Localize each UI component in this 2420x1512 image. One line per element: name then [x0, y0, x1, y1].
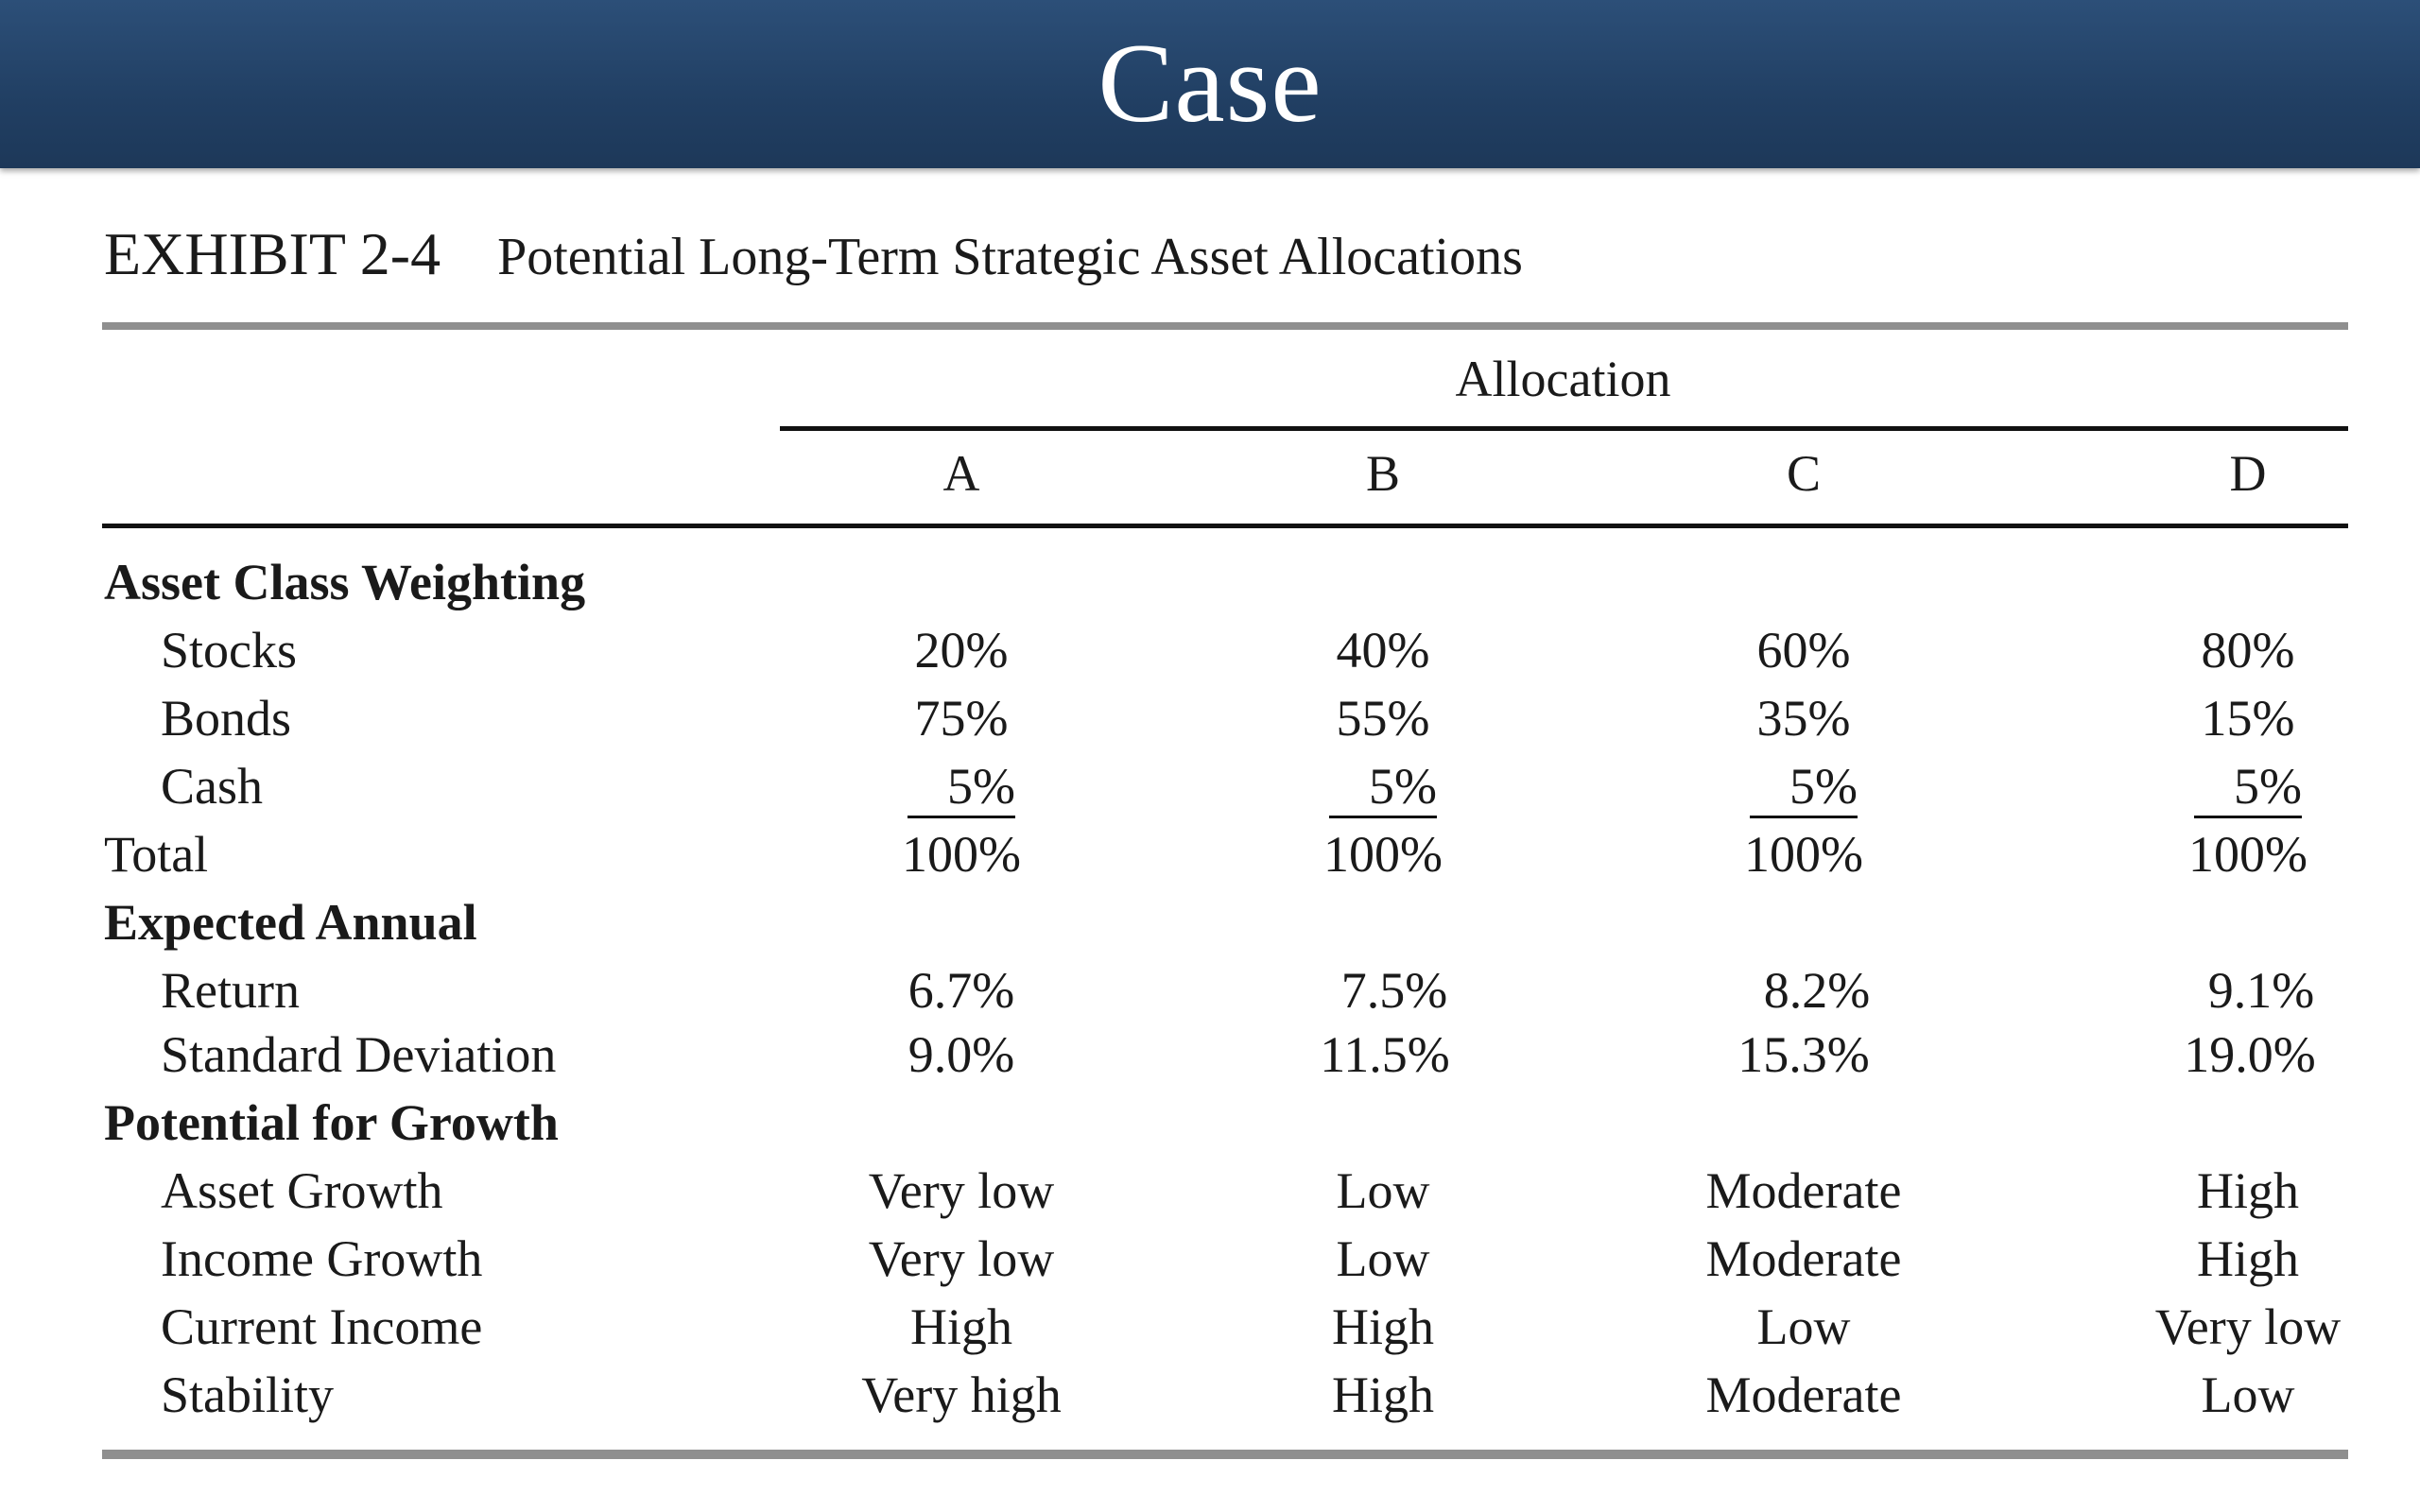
cell-a: Very high — [861, 1366, 1062, 1423]
table-row: Bonds 75% 55% 35% 15% — [0, 684, 2420, 752]
cell-a: High — [910, 1298, 1012, 1355]
section-heading-row: Expected Annual — [0, 888, 2420, 956]
section-heading-row: Asset Class Weighting — [0, 548, 2420, 616]
header-rule — [102, 524, 2348, 528]
cell-a: 75% — [914, 690, 1009, 747]
row-label: Asset Growth — [161, 1162, 443, 1219]
allocation-rule — [780, 426, 2348, 431]
column-header-c: C — [1786, 445, 1822, 502]
allocation-group-header: Allocation — [1455, 351, 1671, 407]
cell-c: Low — [1756, 1298, 1851, 1355]
cell-d: Very low — [2154, 1298, 2342, 1355]
cell-c: Moderate — [1705, 1162, 1902, 1219]
cell-d: 19.0% — [2184, 1026, 2316, 1083]
row-label: Stability — [161, 1366, 335, 1423]
row-label: Income Growth — [161, 1230, 483, 1287]
cell-a: 6.7% — [908, 962, 1015, 1019]
cell-d-value: 5% — [2194, 757, 2302, 818]
section-heading: Potential for Growth — [104, 1094, 559, 1151]
cell-a: 100% — [902, 826, 1021, 883]
cell-d: 5% — [2059, 752, 2420, 820]
slide-banner: Case — [0, 0, 2420, 168]
cell-b: 55% — [1336, 690, 1430, 747]
table-row: Current Income High High Low Very low — [0, 1293, 2420, 1361]
cell-c: 15.3% — [1737, 1026, 1870, 1083]
row-label: Current Income — [161, 1298, 483, 1355]
slide-title: Case — [1098, 20, 1322, 146]
table-row: Asset Growth Very low Low Moderate High — [0, 1157, 2420, 1225]
cell-b: 5% — [1194, 752, 1572, 820]
cell-c: 35% — [1756, 690, 1851, 747]
cell-b: 7.5% — [1340, 962, 1448, 1019]
section-heading: Asset Class Weighting — [104, 554, 586, 610]
table-row: Stocks 20% 40% 60% 80% — [0, 616, 2420, 684]
row-label: Return — [161, 962, 300, 1019]
row-label: Cash — [161, 758, 263, 815]
cell-a: Very low — [868, 1230, 1055, 1287]
cell-c-value: 5% — [1750, 757, 1858, 818]
table-row: Income Growth Very low Low Moderate High — [0, 1225, 2420, 1293]
cell-a: 9.0% — [908, 1026, 1015, 1083]
table-row: Total 100% 100% 100% 100% — [0, 820, 2420, 888]
table-row: Standard Deviation 9.0% 11.5% 15.3% 19.0… — [0, 1021, 2420, 1089]
cell-a: Very low — [868, 1162, 1055, 1219]
top-rule — [102, 322, 2348, 330]
cell-b: High — [1332, 1366, 1434, 1423]
column-header-b: B — [1365, 445, 1401, 502]
table-row: Stability Very high High Moderate Low — [0, 1361, 2420, 1429]
cell-c: Moderate — [1705, 1230, 1902, 1287]
exhibit-title: Potential Long-Term Strategic Asset Allo… — [497, 228, 1523, 286]
exhibit-number: EXHIBIT 2-4 — [104, 220, 441, 287]
row-label: Stocks — [161, 622, 298, 679]
cell-b: 100% — [1323, 826, 1443, 883]
cell-d: High — [2197, 1230, 2299, 1287]
cell-a: 20% — [914, 622, 1009, 679]
table-row: Cash 5% 5% 5% 5% — [0, 752, 2420, 820]
column-header-a: A — [942, 445, 980, 502]
cell-b-value: 5% — [1329, 757, 1437, 818]
cell-c: Moderate — [1705, 1366, 1902, 1423]
cell-d: High — [2197, 1162, 2299, 1219]
cell-a-value: 5% — [908, 757, 1015, 818]
cell-c: 60% — [1756, 622, 1851, 679]
cell-c: 100% — [1744, 826, 1863, 883]
cell-b: 40% — [1336, 622, 1430, 679]
cell-b: High — [1332, 1298, 1434, 1355]
column-header-d: D — [2229, 445, 2267, 502]
exhibit-caption: EXHIBIT 2-4 Potential Long-Term Strategi… — [104, 219, 1523, 289]
cell-a: 5% — [772, 752, 1150, 820]
cell-c: 5% — [1615, 752, 1993, 820]
cell-b: Low — [1336, 1162, 1430, 1219]
cell-d: Low — [2201, 1366, 2295, 1423]
cell-d: 15% — [2201, 690, 2295, 747]
cell-c: 8.2% — [1763, 962, 1871, 1019]
cell-d: 80% — [2201, 622, 2295, 679]
row-label: Standard Deviation — [161, 1026, 557, 1083]
row-label: Total — [104, 826, 209, 883]
table-row: Return 6.7% 7.5% 8.2% 9.1% — [0, 956, 2420, 1024]
row-label: Bonds — [161, 690, 292, 747]
section-heading-row: Potential for Growth — [0, 1089, 2420, 1157]
section-heading: Expected Annual — [104, 894, 477, 951]
bottom-rule — [102, 1450, 2348, 1459]
cell-d: 9.1% — [2207, 962, 2315, 1019]
cell-b: Low — [1336, 1230, 1430, 1287]
cell-b: 11.5% — [1320, 1026, 1450, 1083]
cell-d: 100% — [2188, 826, 2308, 883]
